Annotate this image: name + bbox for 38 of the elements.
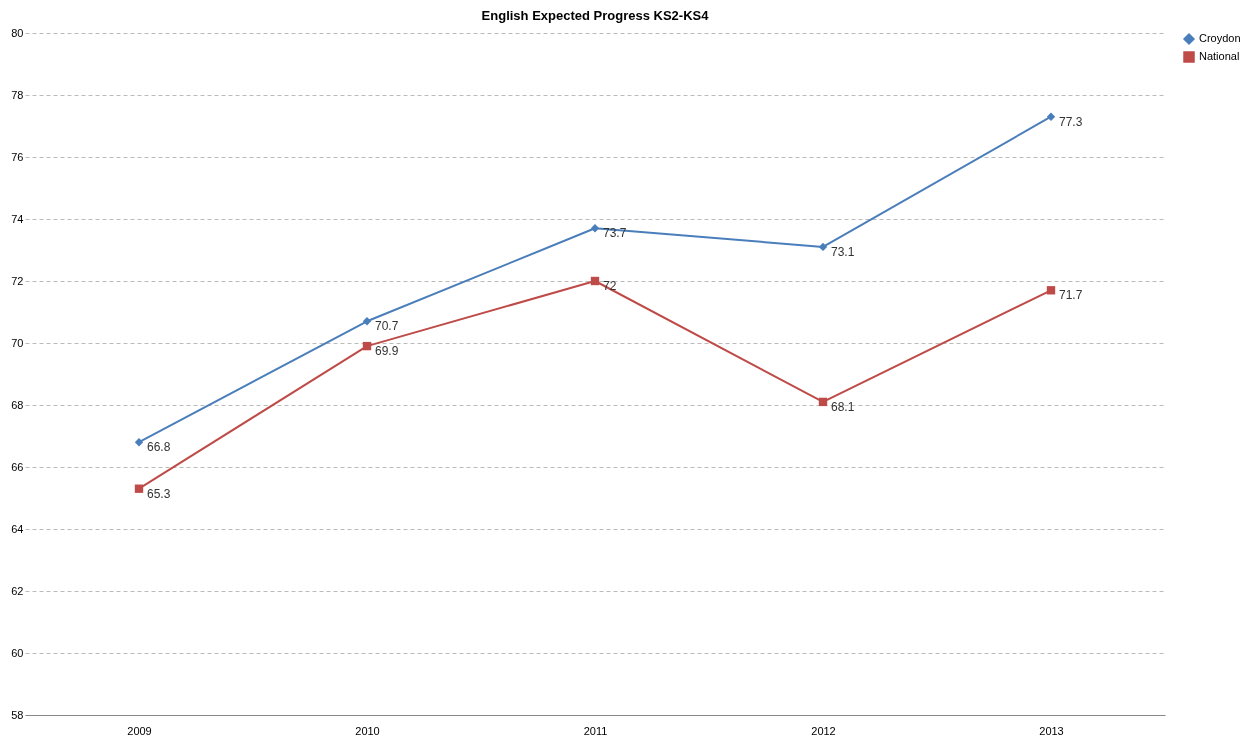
y-tick-label: 66	[11, 460, 24, 473]
legend-label: National	[1199, 50, 1240, 62]
point	[1046, 286, 1056, 295]
y-tick-label: 72	[11, 274, 24, 287]
data-label: 69.9	[375, 344, 399, 359]
x-tick-label: 2013	[1039, 724, 1064, 737]
legend-label: Croydon	[1199, 32, 1241, 44]
point	[362, 317, 372, 326]
data-label: 66.8	[147, 440, 171, 455]
y-tick-label: 62	[11, 584, 24, 597]
point	[134, 484, 144, 493]
data-label: 68.1	[831, 399, 855, 414]
data-label: 65.3	[147, 486, 171, 501]
y-tick-label: 58	[11, 708, 24, 721]
point	[818, 242, 828, 252]
point	[134, 438, 144, 447]
data-label: 71.7	[1059, 288, 1083, 303]
y-tick-label: 70	[11, 336, 24, 349]
point	[1046, 112, 1056, 121]
y-tick-label: 64	[11, 522, 24, 535]
point	[818, 397, 828, 407]
point	[590, 224, 600, 233]
point	[362, 341, 372, 351]
y-tick-label: 78	[11, 88, 24, 101]
point	[590, 276, 600, 286]
y-tick-label: 68	[11, 398, 24, 411]
data-label: 70.7	[375, 319, 399, 334]
y-tick-label: 60	[11, 646, 24, 659]
y-tick-label: 74	[11, 212, 24, 225]
x-tick-label: 2012	[811, 724, 836, 737]
data-label: 77.3	[1059, 114, 1083, 129]
data-label: 73.1	[831, 244, 855, 259]
x-tick-label: 2011	[583, 724, 608, 737]
x-tick-label: 2009	[127, 724, 152, 737]
y-tick-label: 76	[11, 150, 24, 163]
chart-title: English Expected Progress KS2-KS4	[481, 8, 710, 23]
y-tick-label: 80	[11, 26, 24, 39]
x-tick-label: 2010	[355, 724, 380, 737]
